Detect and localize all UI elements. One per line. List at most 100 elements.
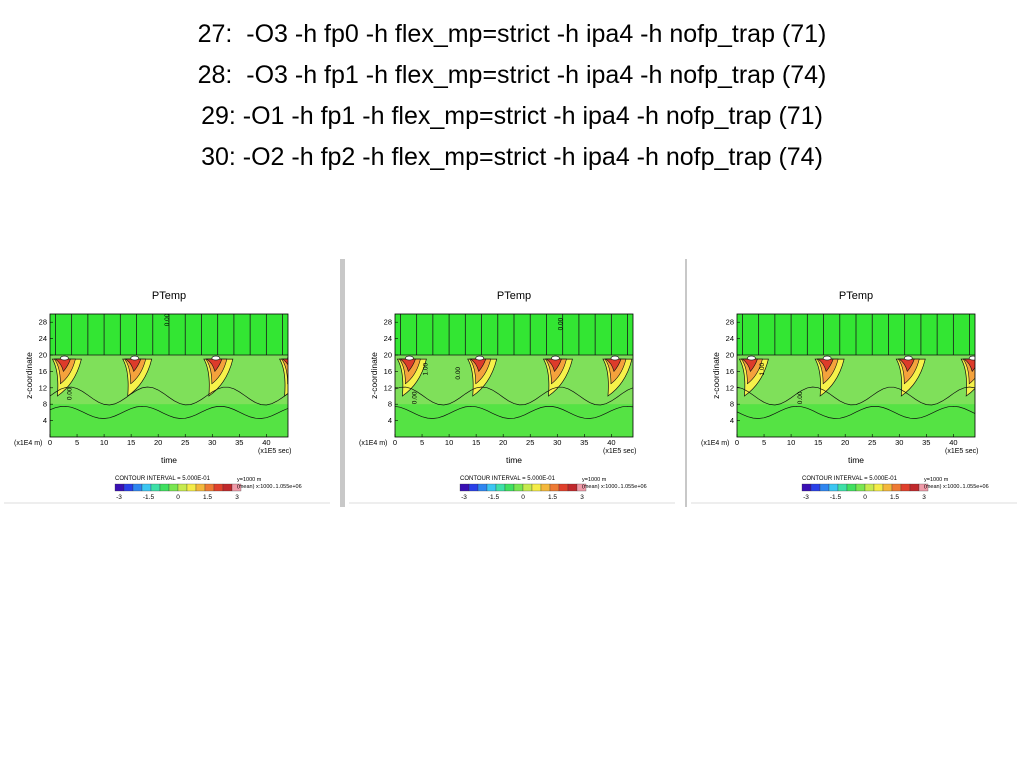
- x-tick-label: 40: [949, 438, 957, 447]
- colorbar-swatch: [801, 483, 812, 492]
- colorbar-swatch: [567, 483, 578, 492]
- colorbar-swatch: [141, 483, 152, 492]
- info-line: y=1000 m: [237, 477, 262, 483]
- plot-frame: [394, 313, 634, 438]
- y-tick-label: 4: [388, 416, 392, 425]
- plot-frame: [736, 313, 976, 438]
- hot-spot-red: [545, 358, 562, 373]
- y-scale-label: (x1E4 m): [701, 440, 729, 447]
- hot-spot-red: [604, 358, 622, 373]
- x-scale-label: (x1E5 sec): [945, 448, 978, 455]
- x-tick-label: 25: [868, 438, 876, 447]
- colorbar-tick-label: 3: [580, 494, 584, 501]
- hot-spot-orange: [604, 358, 627, 385]
- x-scale-label: (x1E5 sec): [258, 448, 291, 455]
- colorbar-swatch: [459, 483, 470, 492]
- colorbar-swatch: [177, 483, 188, 492]
- x-tick-label: 35: [580, 438, 588, 447]
- x-tick-label: 30: [895, 438, 903, 447]
- hot-spot-orange: [469, 358, 492, 385]
- hot-spot-red: [817, 358, 834, 373]
- hot-spot-core: [405, 355, 414, 361]
- y-tick-label: 12: [384, 383, 392, 392]
- colorbar-swatch: [549, 483, 560, 492]
- hot-spot-red: [281, 358, 288, 366]
- hot-spot: [203, 355, 234, 397]
- x-tick-label: 25: [181, 438, 189, 447]
- colorbar-swatch: [513, 483, 524, 492]
- x-tick-label: 35: [235, 438, 243, 447]
- hot-spot-core: [287, 356, 288, 360]
- hot-spot-core: [130, 355, 140, 361]
- hot-spot-red: [54, 358, 71, 373]
- x-tick-label: 40: [607, 438, 615, 447]
- hot-spot: [814, 355, 845, 397]
- colorbar-swatch: [222, 483, 233, 492]
- hot-spot: [51, 355, 82, 397]
- x-tick-label: 15: [814, 438, 822, 447]
- x-tick-label: 30: [553, 438, 561, 447]
- colorbar-swatch: [522, 483, 533, 492]
- colorbar-swatch: [855, 483, 866, 492]
- colorbar-swatch: [882, 483, 893, 492]
- contour-label: 0.00: [455, 367, 462, 380]
- x-tick-label: 10: [100, 438, 108, 447]
- hot-spot-core: [903, 355, 913, 361]
- contour-line: [395, 405, 633, 419]
- chart-title: PTemp: [152, 290, 186, 302]
- x-tick-label: 15: [127, 438, 135, 447]
- x-tick-label: 25: [526, 438, 534, 447]
- y-tick-label: 24: [726, 334, 734, 343]
- y-tick-label: 8: [730, 400, 734, 409]
- plot-field: 0.00 0.00: [50, 313, 288, 437]
- title-line-30: 30: -O2 -h fp2 -h flex_mp=strict -h ipa4…: [201, 143, 823, 171]
- x-tick-label: 0: [393, 438, 397, 447]
- colorbar-swatch: [186, 483, 197, 492]
- colorbar-tick-label: 1.5: [890, 494, 899, 501]
- field-lower-band: [50, 404, 288, 437]
- plot-field: 0.00 1.00 0.00 0.00: [395, 314, 633, 437]
- x-tick-label: 20: [499, 438, 507, 447]
- y-axis-label: z-coordinate: [711, 352, 721, 399]
- chart-panel-2: PTemp 0.00 1.00 0.00 0.00 0 5 10 15 20 25 30 35 40 4 8 1…: [345, 259, 685, 507]
- plot-field: 1.00 0.00: [737, 314, 975, 437]
- colorbar-swatch: [900, 483, 911, 492]
- hot-spot-red: [963, 358, 975, 373]
- colorbar-tick-label: 1.5: [548, 494, 557, 501]
- x-tick-label: 15: [472, 438, 480, 447]
- colorbar-swatch: [132, 483, 143, 492]
- panel-divider-1: [340, 259, 345, 507]
- contour-line: [50, 386, 288, 406]
- title-line-28: 28: -O3 -h fp1 -h flex_mp=strict -h ipa4…: [197, 61, 827, 89]
- x-tick-label: 5: [75, 438, 79, 447]
- y-tick-label: 4: [43, 416, 47, 425]
- y-axis-label: z-coordinate: [369, 352, 379, 399]
- colorbar-swatch: [114, 483, 125, 492]
- hot-spot-red: [898, 358, 915, 373]
- colorbar-tick-label: 0: [863, 494, 867, 501]
- hot-spot-orange: [740, 358, 763, 385]
- hot-spot-red: [205, 358, 223, 373]
- contour-label: 0.00: [164, 313, 171, 326]
- x-axis-label: time: [848, 455, 864, 465]
- colorbar-tick-label: 1.5: [203, 494, 212, 501]
- y-tick-label: 28: [384, 318, 392, 327]
- contour-interval-label: CONTOUR INTERVAL = 5.000E-01: [802, 476, 898, 482]
- hot-spot: [895, 355, 926, 397]
- y-tick-label: 8: [43, 400, 47, 409]
- hot-spot-red: [469, 358, 487, 373]
- title-line-29: 29: -O1 -h fp1 -h flex_mp=strict -h ipa4…: [201, 102, 823, 130]
- colorbar-swatch: [846, 483, 857, 492]
- x-tick-label: 0: [48, 438, 52, 447]
- colorbar-tick-label: -1.5: [143, 494, 155, 501]
- plot-frame: [49, 313, 289, 438]
- hot-spot-red: [741, 358, 758, 373]
- colorbar-swatch: [204, 483, 215, 492]
- colorbar-swatch: [909, 483, 920, 492]
- chart-title: PTemp: [497, 290, 531, 302]
- hot-spot: [542, 355, 573, 397]
- colorbar-swatch: [864, 483, 875, 492]
